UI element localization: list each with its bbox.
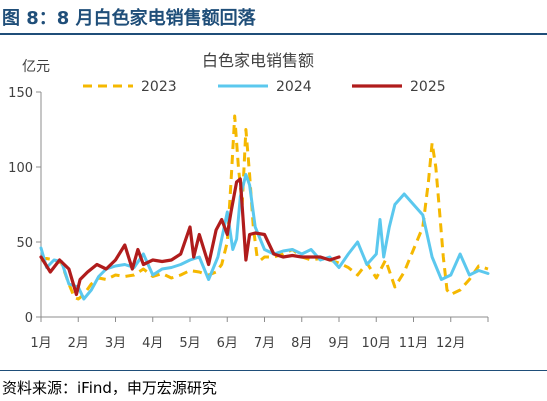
- y-tick-label: 0: [25, 311, 33, 326]
- figure-title: 图 8：8 月白色家电销售额回落: [2, 8, 256, 29]
- series-line-2023: [40, 114, 489, 301]
- x-tick-label: 6月: [217, 336, 238, 351]
- x-tick-label: 7月: [254, 336, 275, 351]
- legend-label-2025: 2025: [410, 79, 446, 95]
- x-tick-label: 12月: [436, 336, 466, 351]
- legend-label-2023: 2023: [141, 79, 177, 95]
- source-divider: [0, 370, 547, 371]
- chart-title: 白色家电销售额: [202, 51, 314, 70]
- chart-series: [39, 114, 490, 301]
- y-tick-label: 50: [16, 236, 33, 251]
- legend-label-2024: 2024: [276, 79, 312, 95]
- x-tick-label: 1月: [30, 336, 51, 351]
- x-tick-label: 11月: [399, 336, 429, 351]
- x-tick-label: 9月: [328, 336, 349, 351]
- chart-legend: 2023 2024 2025: [83, 79, 446, 95]
- chart-axes: 0 50 100 150 1月 2月 3月 4月 5月 6月 7月 8月 9月 10月 11月 12月: [8, 86, 489, 351]
- x-tick-label: 8月: [291, 336, 312, 351]
- x-tick-label: 2月: [68, 336, 89, 351]
- source-note: 资料来源：iFind，申万宏源研究: [2, 379, 217, 397]
- x-tick-label: 3月: [105, 336, 126, 351]
- x-tick-label: 5月: [179, 336, 200, 351]
- sales-line-chart: 白色家电销售额 亿元 2023 2024 2025 0 50 100 150 1月 2月 3月 4…: [8, 51, 490, 351]
- figure-header: 图 8：8 月白色家电销售额回落: [0, 0, 547, 35]
- x-tick-label: 4月: [142, 336, 163, 351]
- x-tick-label: 10月: [361, 336, 391, 351]
- y-tick-label: 100: [8, 161, 33, 176]
- y-tick-label: 150: [8, 86, 33, 101]
- series-line-2025: [39, 177, 341, 297]
- y-axis-unit-label: 亿元: [22, 59, 50, 75]
- title-divider: [0, 33, 547, 35]
